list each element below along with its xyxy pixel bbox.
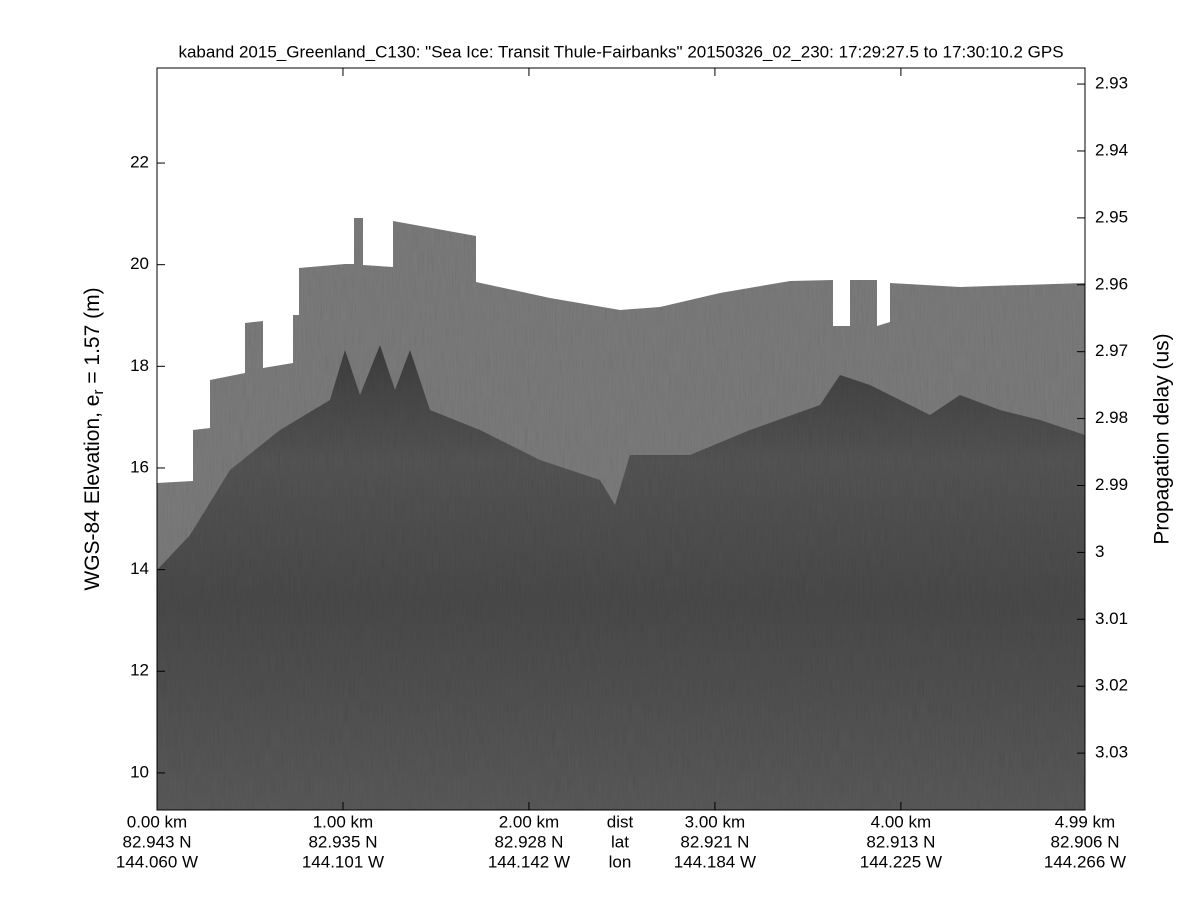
- y2-axis-label: Propagation delay (us): [1151, 333, 1174, 544]
- y-tick-label: 18: [130, 356, 149, 375]
- y2-tick-label: 3.01: [1095, 609, 1128, 628]
- x-tick-lat: 82.921 N: [680, 832, 749, 851]
- x-row-label: lat: [611, 832, 629, 851]
- y2-tick-label: 2.93: [1095, 74, 1128, 93]
- x-row-label: lon: [609, 852, 632, 871]
- y2-tick-label: 2.96: [1095, 274, 1128, 293]
- x-tick-lat: 82.906 N: [1051, 832, 1120, 851]
- chart-title: kaband 2015_Greenland_C130: "Sea Ice: Tr…: [178, 42, 1063, 61]
- plot-frame: [156, 67, 1086, 811]
- x-tick-label: 2.00 km: [499, 812, 559, 831]
- echogram: [157, 218, 1085, 810]
- x-tick-lon: 144.266 W: [1044, 852, 1126, 871]
- x-tick-label: 4.99 km: [1055, 812, 1115, 831]
- y-tick-label: 12: [130, 661, 149, 680]
- x-tick-label: 1.00 km: [313, 812, 373, 831]
- x-tick-lon: 144.184 W: [674, 852, 756, 871]
- y-tick-label: 20: [130, 254, 149, 273]
- y-label-main: WGS-84 Elevation, e: [81, 395, 104, 591]
- x-tick-lon: 144.060 W: [116, 852, 198, 871]
- x-row-label: dist: [607, 812, 634, 831]
- x-tick-label: 4.00 km: [871, 812, 931, 831]
- y-tick-label: 22: [130, 153, 149, 172]
- x-tick-lat: 82.913 N: [866, 832, 935, 851]
- y2-tick-label: 3.02: [1095, 676, 1128, 695]
- x-tick-lat: 82.943 N: [123, 832, 192, 851]
- y2-tick-label: 2.95: [1095, 207, 1128, 226]
- x-tick-label: 0.00 km: [127, 812, 187, 831]
- y2-tick-label: 3: [1095, 542, 1104, 561]
- y-label-rest: = 1.57 (m): [81, 287, 104, 389]
- x-tick-lon: 144.142 W: [488, 852, 570, 871]
- y2-tick-label: 3.03: [1095, 743, 1128, 762]
- x-tick-lon: 144.225 W: [860, 852, 942, 871]
- x-tick-lon: 144.101 W: [302, 852, 384, 871]
- subsurface-layer: [157, 345, 1085, 810]
- y-tick-label: 10: [130, 762, 149, 781]
- y2-tick-label: 2.98: [1095, 408, 1128, 427]
- y-tick-label: 16: [130, 457, 149, 476]
- x-tick-label: 3.00 km: [685, 812, 745, 831]
- x-tick-lat: 82.935 N: [308, 832, 377, 851]
- y2-tick-label: 2.99: [1095, 475, 1128, 494]
- y-tick-label: 14: [130, 559, 149, 578]
- y-label-sub: r: [90, 390, 107, 395]
- y2-tick-label: 2.94: [1095, 140, 1128, 159]
- x-tick-lat: 82.928 N: [494, 832, 563, 851]
- y-axis-label: WGS-84 Elevation, er = 1.57 (m): [81, 287, 107, 590]
- y2-tick-label: 2.97: [1095, 341, 1128, 360]
